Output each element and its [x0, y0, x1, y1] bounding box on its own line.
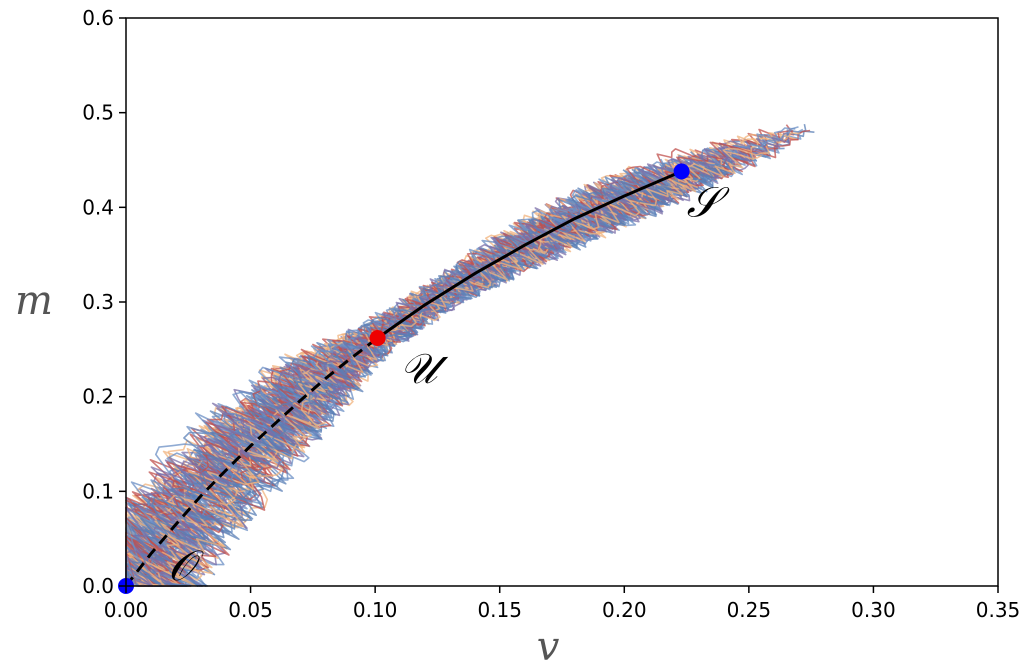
y-tick-label: 0.4 — [82, 195, 114, 219]
solid-curve — [376, 170, 683, 340]
x-tick-label: 0.30 — [851, 598, 896, 622]
axes-frame — [125, 17, 999, 587]
x-tick-label: 0.10 — [353, 598, 398, 622]
y-axis-label: m — [15, 278, 53, 324]
marker-point — [673, 163, 690, 180]
x-tick-label: 0.35 — [976, 598, 1021, 622]
x-tick-label: 0.15 — [477, 598, 522, 622]
ensemble-trajectory — [125, 148, 731, 587]
ensemble-trajectory — [125, 158, 671, 587]
x-tick-label: 0.20 — [602, 598, 647, 622]
ensemble-trajectory — [125, 168, 672, 587]
point-label: 𝒰 — [400, 344, 449, 393]
marker-point — [369, 329, 386, 346]
point-label: 𝒮 — [687, 177, 730, 226]
points-layer: 𝒮𝒰𝒪 — [118, 163, 730, 594]
dashed-curve — [124, 336, 379, 587]
y-tick-label: 0.3 — [82, 290, 114, 314]
y-tick-label: 0.2 — [82, 385, 114, 409]
y-tick-label: 0.5 — [82, 101, 114, 125]
x-tick-label: 0.05 — [228, 598, 273, 622]
ensemble-trajectory — [128, 141, 774, 587]
x-tick-label: 0.25 — [727, 598, 772, 622]
y-tick-label: 0.0 — [82, 574, 114, 598]
series-layer — [124, 170, 683, 587]
x-tick-label: 0.00 — [104, 598, 149, 622]
y-tick-label: 0.6 — [82, 6, 114, 30]
ensemble-trajectory — [125, 187, 670, 587]
y-tick-label: 0.1 — [82, 479, 114, 503]
x-axis-label: v — [537, 624, 560, 669]
axes-layer: 0.00 0.05 0.10 0.15 0.20 0.25 0.30 0.35 0.0 0.1 0.… — [82, 6, 1020, 622]
